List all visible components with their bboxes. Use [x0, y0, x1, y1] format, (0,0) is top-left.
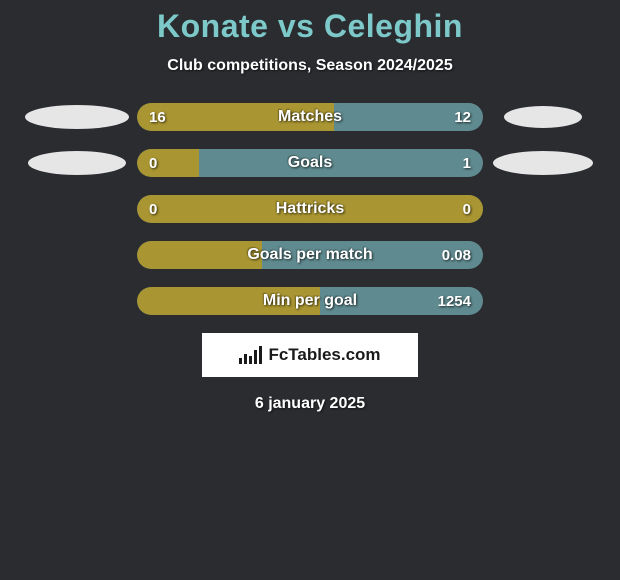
subtitle: Club competitions, Season 2024/2025 [0, 57, 620, 75]
stat-bar-right-fill [199, 149, 483, 177]
date-label: 6 january 2025 [0, 395, 620, 413]
stat-bar: 0 Hattricks 0 [137, 195, 483, 223]
stat-value-left: 16 [149, 103, 166, 131]
stat-bar: 0 Goals 1 [137, 149, 483, 177]
player1-badge-ellipse [25, 105, 129, 129]
player2-badge-slot [483, 106, 603, 128]
brand-logo[interactable]: FcTables.com [202, 333, 418, 377]
player1-badge-slot [17, 105, 137, 129]
stat-value-right: 1254 [438, 287, 471, 315]
player2-badge-ellipse [504, 106, 582, 128]
stat-value-right: 12 [454, 103, 471, 131]
stat-row-mpg: Min per goal 1254 [0, 287, 620, 315]
brand-text: FcTables.com [268, 345, 380, 365]
stat-value-right: 0 [463, 195, 471, 223]
stat-row-hattricks: 0 Hattricks 0 [0, 195, 620, 223]
comparison-widget: Konate vs Celeghin Club competitions, Se… [0, 0, 620, 413]
player1-badge-ellipse [28, 151, 126, 175]
chart-bars-icon [239, 346, 262, 364]
stat-bar-left-fill [137, 149, 199, 177]
page-title: Konate vs Celeghin [0, 8, 620, 45]
stat-row-goals: 0 Goals 1 [0, 149, 620, 177]
stat-bar-left-fill [137, 195, 483, 223]
stat-row-matches: 16 Matches 12 [0, 103, 620, 131]
stat-bar-left-fill [137, 241, 262, 269]
stat-value-left: 0 [149, 149, 157, 177]
stat-value-right: 1 [463, 149, 471, 177]
stat-bar: Min per goal 1254 [137, 287, 483, 315]
stat-value-left: 0 [149, 195, 157, 223]
stat-bar-left-fill [137, 103, 334, 131]
stat-row-gpm: Goals per match 0.08 [0, 241, 620, 269]
player2-badge-slot [483, 151, 603, 175]
stat-bar: Goals per match 0.08 [137, 241, 483, 269]
stat-bar: 16 Matches 12 [137, 103, 483, 131]
stat-value-right: 0.08 [442, 241, 471, 269]
player1-badge-slot [17, 151, 137, 175]
stat-bar-left-fill [137, 287, 320, 315]
player2-badge-ellipse [493, 151, 593, 175]
